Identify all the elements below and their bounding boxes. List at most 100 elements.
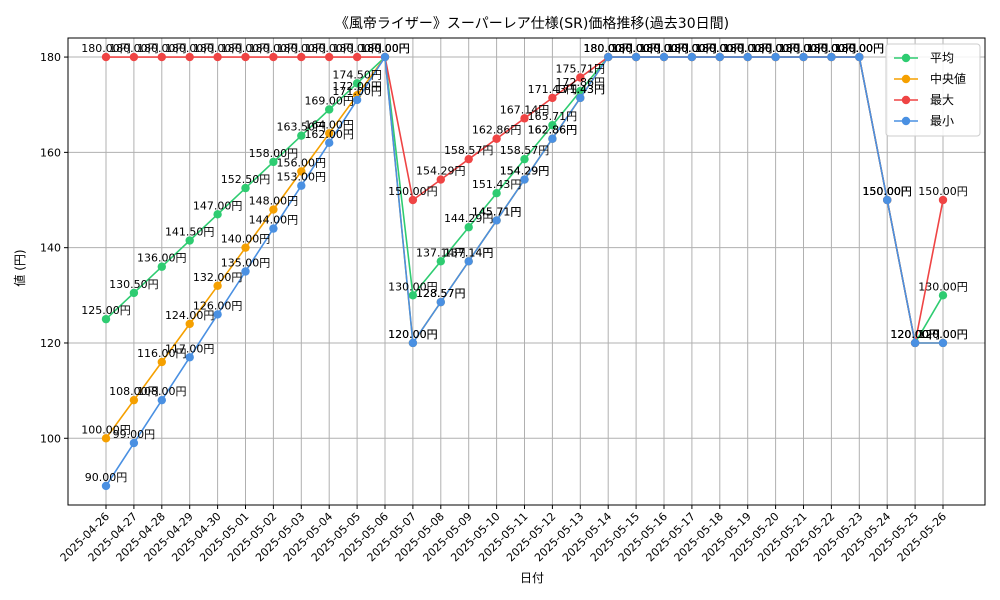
data-point — [910, 338, 920, 348]
data-point — [129, 438, 139, 448]
data-label: 150.00円 — [862, 185, 912, 198]
data-point — [269, 205, 278, 214]
data-label: 180.00円 — [304, 42, 354, 55]
data-label: 172.86円 — [556, 76, 606, 89]
data-label: 169.00円 — [304, 94, 354, 107]
data-point — [157, 357, 166, 367]
data-point — [297, 131, 306, 140]
legend-marker — [901, 53, 911, 63]
data-point — [297, 181, 306, 190]
legend-marker — [901, 116, 911, 126]
data-label: 180.00円 — [835, 42, 885, 55]
data-label: 180.00円 — [779, 42, 829, 55]
data-label: 100.00円 — [81, 423, 131, 436]
data-label: 120.00円 — [918, 328, 968, 341]
data-label: 150.00円 — [862, 185, 912, 198]
data-point — [129, 395, 139, 405]
data-label: 150.00円 — [862, 185, 912, 198]
data-point — [213, 52, 222, 62]
data-label: 172.00円 — [332, 80, 382, 93]
data-label: 171.00円 — [332, 85, 382, 98]
data-label: 180.00円 — [583, 42, 633, 55]
data-point — [241, 243, 250, 252]
data-point — [269, 52, 278, 62]
data-label: 180.00円 — [639, 42, 689, 55]
data-label: 180.00円 — [723, 42, 773, 55]
data-point — [129, 288, 139, 298]
data-label: 124.00円 — [165, 309, 215, 322]
data-label: 108.00円 — [137, 385, 187, 398]
data-point — [213, 310, 222, 319]
data-label: 120.00円 — [890, 328, 940, 341]
data-point — [129, 52, 139, 62]
data-label: 180.00円 — [835, 42, 885, 55]
y-tick-label: 180 — [40, 51, 61, 64]
data-point — [576, 86, 585, 96]
data-label: 180.00円 — [81, 42, 131, 55]
data-label: 180.00円 — [583, 42, 633, 55]
data-label: 180.00円 — [639, 42, 689, 55]
data-label: 99.00円 — [113, 428, 156, 441]
data-point — [631, 52, 641, 62]
data-label: 151.43円 — [472, 178, 522, 191]
data-label: 180.00円 — [611, 42, 661, 55]
data-point — [269, 157, 278, 167]
data-label: 180.00円 — [751, 42, 801, 55]
data-label: 117.00円 — [165, 342, 215, 355]
data-label: 154.29円 — [500, 165, 550, 178]
data-point — [213, 281, 222, 290]
data-label: 162.86円 — [528, 124, 578, 137]
data-label: 180.00円 — [583, 42, 633, 55]
data-point — [883, 195, 892, 205]
data-label: 167.14円 — [500, 103, 550, 116]
data-point — [938, 338, 948, 348]
data-point — [241, 52, 250, 62]
data-label: 154.29円 — [500, 165, 550, 178]
data-label: 180.00円 — [751, 42, 801, 55]
data-label: 136.00円 — [137, 252, 187, 265]
data-label: 137.14円 — [444, 246, 494, 259]
data-label: 180.00円 — [639, 42, 689, 55]
data-label: 163.50円 — [277, 121, 327, 134]
data-label: 120.00円 — [388, 328, 438, 341]
data-point — [408, 291, 418, 300]
data-label: 130.00円 — [918, 280, 968, 293]
data-label: 128.57円 — [416, 287, 466, 300]
data-label: 120.00円 — [890, 328, 940, 341]
data-label: 180.00円 — [583, 42, 633, 55]
data-label: 180.00円 — [779, 42, 829, 55]
data-label: 164.00円 — [304, 118, 354, 131]
data-label: 180.00円 — [779, 42, 829, 55]
data-point — [101, 434, 111, 443]
data-label: 180.00円 — [611, 42, 661, 55]
data-label: 171.43円 — [556, 83, 606, 96]
data-label: 152.50円 — [221, 173, 271, 186]
data-point — [380, 52, 390, 62]
data-point — [408, 338, 418, 348]
data-label: 156.00円 — [277, 156, 327, 169]
legend-label: 最小 — [930, 114, 954, 128]
data-label: 180.00円 — [667, 42, 717, 55]
data-point — [576, 93, 585, 103]
data-label: 162.00円 — [304, 128, 354, 141]
legend-label: 最大 — [930, 93, 954, 107]
data-label: 180.00円 — [332, 42, 382, 55]
data-point — [520, 154, 529, 164]
data-point — [352, 52, 362, 62]
data-point — [436, 257, 445, 266]
data-point — [799, 52, 808, 62]
data-point — [464, 223, 473, 232]
data-point — [687, 52, 697, 62]
data-label: 180.00円 — [667, 42, 717, 55]
data-label: 180.00円 — [639, 42, 689, 55]
data-label: 130.50円 — [109, 278, 159, 291]
data-label: 180.00円 — [807, 42, 857, 55]
data-label: 120.00円 — [918, 328, 968, 341]
data-point — [436, 297, 445, 307]
data-point — [297, 167, 306, 176]
data-label: 90.00円 — [85, 471, 128, 484]
data-point — [157, 395, 166, 405]
